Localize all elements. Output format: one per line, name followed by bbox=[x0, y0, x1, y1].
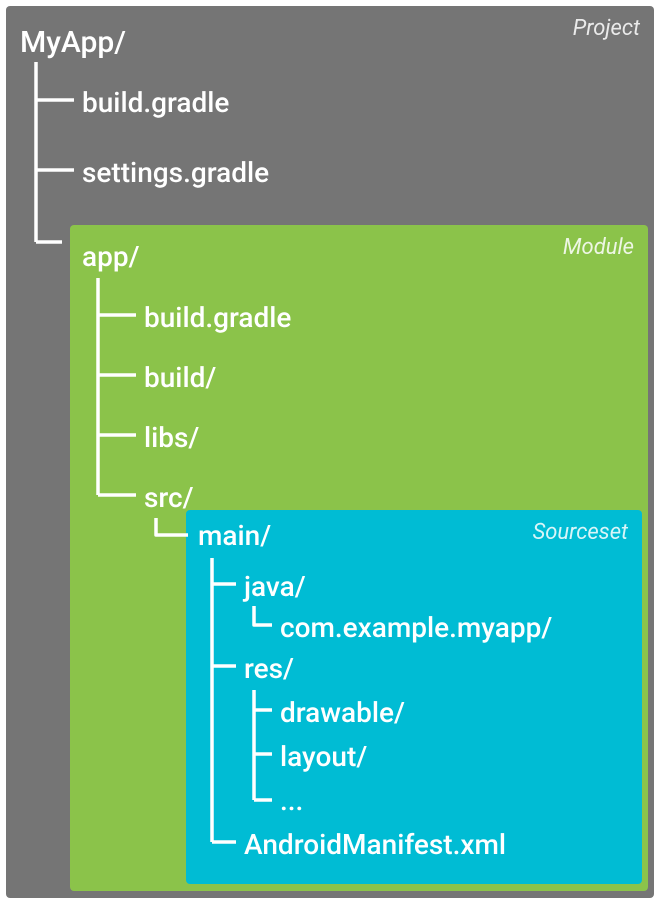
project-badge: Project bbox=[573, 16, 640, 41]
label-build_gradle_p: build.gradle bbox=[82, 86, 229, 119]
label-pkg: com.example.myapp/ bbox=[280, 611, 552, 644]
label-manifest: AndroidManifest.xml bbox=[244, 828, 506, 861]
module-badge: Module bbox=[563, 235, 634, 260]
label-app: app/ bbox=[82, 240, 140, 273]
label-ellipsis: ... bbox=[280, 784, 303, 817]
label-main: main/ bbox=[198, 519, 271, 552]
label-libs: libs/ bbox=[144, 421, 199, 454]
label-build_dir: build/ bbox=[144, 361, 216, 394]
label-drawable: drawable/ bbox=[280, 696, 405, 729]
sourceset-badge: Sourceset bbox=[533, 520, 628, 545]
label-settings_gradle: settings.gradle bbox=[82, 156, 269, 189]
label-root: MyApp/ bbox=[20, 25, 126, 60]
label-src: src/ bbox=[144, 481, 194, 514]
label-java: java/ bbox=[244, 570, 306, 603]
label-build_gradle_m: build.gradle bbox=[144, 301, 291, 334]
label-res: res/ bbox=[244, 652, 294, 685]
label-layout: layout/ bbox=[280, 740, 367, 773]
